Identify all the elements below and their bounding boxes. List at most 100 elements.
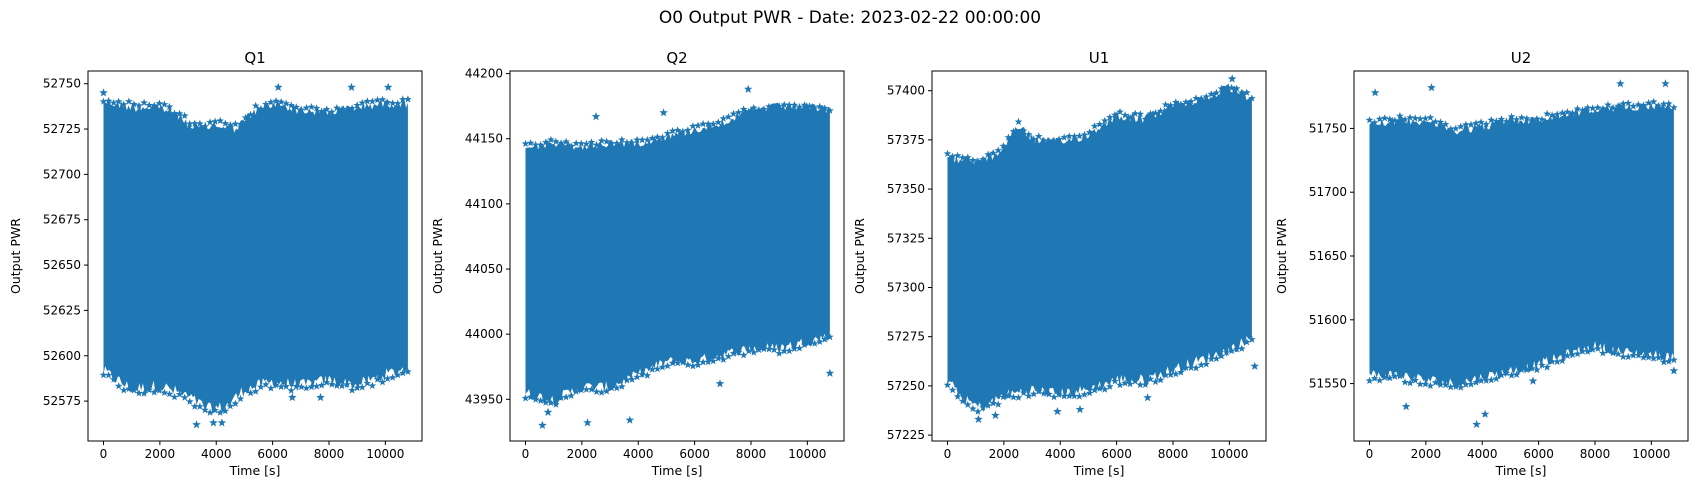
data-point — [1090, 386, 1099, 394]
data-point — [577, 139, 586, 147]
data-point — [1177, 100, 1185, 108]
data-point — [1172, 370, 1180, 378]
data-point — [114, 382, 123, 390]
x-tick-label: 0 — [944, 447, 952, 461]
edge-markers — [521, 100, 834, 408]
data-point — [953, 151, 962, 159]
x-tick-label: 4000 — [623, 447, 654, 461]
data-point — [125, 384, 133, 393]
data-point — [145, 386, 153, 394]
outlier-point — [974, 414, 983, 423]
data-point — [1050, 393, 1058, 401]
outlier-point — [347, 82, 356, 91]
y-tick-label: 43950 — [465, 392, 503, 406]
y-tick-label: 51600 — [1309, 313, 1347, 327]
edge-markers — [99, 95, 412, 416]
outlier-point — [543, 407, 553, 416]
data-point — [1050, 136, 1058, 144]
data-point — [1457, 122, 1465, 130]
data-point — [821, 335, 829, 343]
data-point — [1080, 130, 1089, 139]
data-point — [1365, 376, 1374, 384]
outlier-point — [1616, 79, 1625, 88]
data-point — [542, 138, 550, 146]
data-point — [1401, 378, 1409, 386]
data-point — [1095, 120, 1104, 128]
data-point — [1634, 100, 1643, 108]
data-point — [765, 102, 773, 110]
data-point — [547, 135, 555, 143]
y-tick-label: 51650 — [1309, 249, 1347, 263]
data-point — [638, 136, 646, 144]
data-point — [1070, 132, 1079, 140]
data-point — [120, 386, 128, 394]
data-point — [1116, 107, 1124, 116]
data-point — [1624, 352, 1633, 361]
data-point — [282, 99, 290, 107]
edge-markers — [943, 83, 1256, 415]
data-point — [1045, 390, 1053, 398]
data-point — [810, 339, 819, 347]
data-point — [1029, 135, 1038, 143]
data-point — [1161, 371, 1170, 379]
data-point — [1441, 381, 1450, 389]
data-point — [1055, 135, 1063, 143]
data-point — [1217, 352, 1226, 360]
data-point — [1609, 103, 1617, 112]
data-point — [1441, 120, 1450, 128]
y-tick-label: 57325 — [887, 231, 925, 245]
outlier-point — [1227, 74, 1237, 83]
x-tick-label: 8000 — [314, 447, 345, 461]
outlier-point — [825, 368, 835, 377]
y-tick-label: 44200 — [465, 67, 503, 81]
data-point — [1070, 392, 1079, 400]
data-point — [699, 119, 707, 128]
outlier-point — [538, 420, 547, 429]
data-point — [348, 386, 356, 394]
x-tick-label: 8000 — [736, 447, 767, 461]
y-tick-label: 57250 — [887, 379, 925, 393]
data-point — [1634, 351, 1643, 359]
data-point — [155, 99, 164, 107]
data-point — [1512, 115, 1521, 123]
data-point — [1462, 380, 1470, 388]
data-point — [1146, 109, 1155, 117]
data-point — [704, 120, 712, 128]
data-point — [790, 101, 799, 109]
y-tick-label: 44000 — [465, 327, 503, 341]
y-tick-label: 51700 — [1309, 185, 1347, 199]
data-point — [821, 104, 829, 112]
data-point — [246, 389, 255, 397]
data-point — [170, 393, 179, 401]
data-point — [1202, 92, 1211, 100]
data-point — [1654, 353, 1663, 361]
data-point — [613, 384, 621, 392]
data-point — [226, 402, 235, 410]
data-point — [607, 139, 616, 147]
axes-frame — [87, 70, 423, 442]
data-point — [221, 407, 230, 415]
data-point — [1035, 132, 1043, 140]
data-point — [251, 387, 260, 395]
data-point — [338, 105, 346, 113]
y-tick-label: 57400 — [887, 84, 925, 98]
x-tick-label: 6000 — [257, 447, 288, 461]
data-point — [1060, 133, 1068, 141]
data-point — [1639, 353, 1648, 361]
data-point — [943, 149, 952, 157]
x-tick-label: 2000 — [567, 447, 598, 461]
data-point — [1436, 118, 1445, 126]
data-point — [1421, 380, 1430, 388]
data-point — [785, 347, 794, 355]
data-point — [577, 386, 586, 394]
outlier-point — [991, 410, 1000, 420]
data-point — [602, 137, 611, 145]
y-axis-label: Output PWR — [8, 218, 23, 294]
y-tick-label: 57375 — [887, 133, 925, 147]
data-point — [714, 354, 723, 362]
data-point — [1670, 103, 1678, 111]
data-point — [1660, 100, 1668, 108]
data-point — [607, 384, 616, 392]
data-point — [1126, 113, 1134, 121]
data-point — [1416, 380, 1424, 388]
